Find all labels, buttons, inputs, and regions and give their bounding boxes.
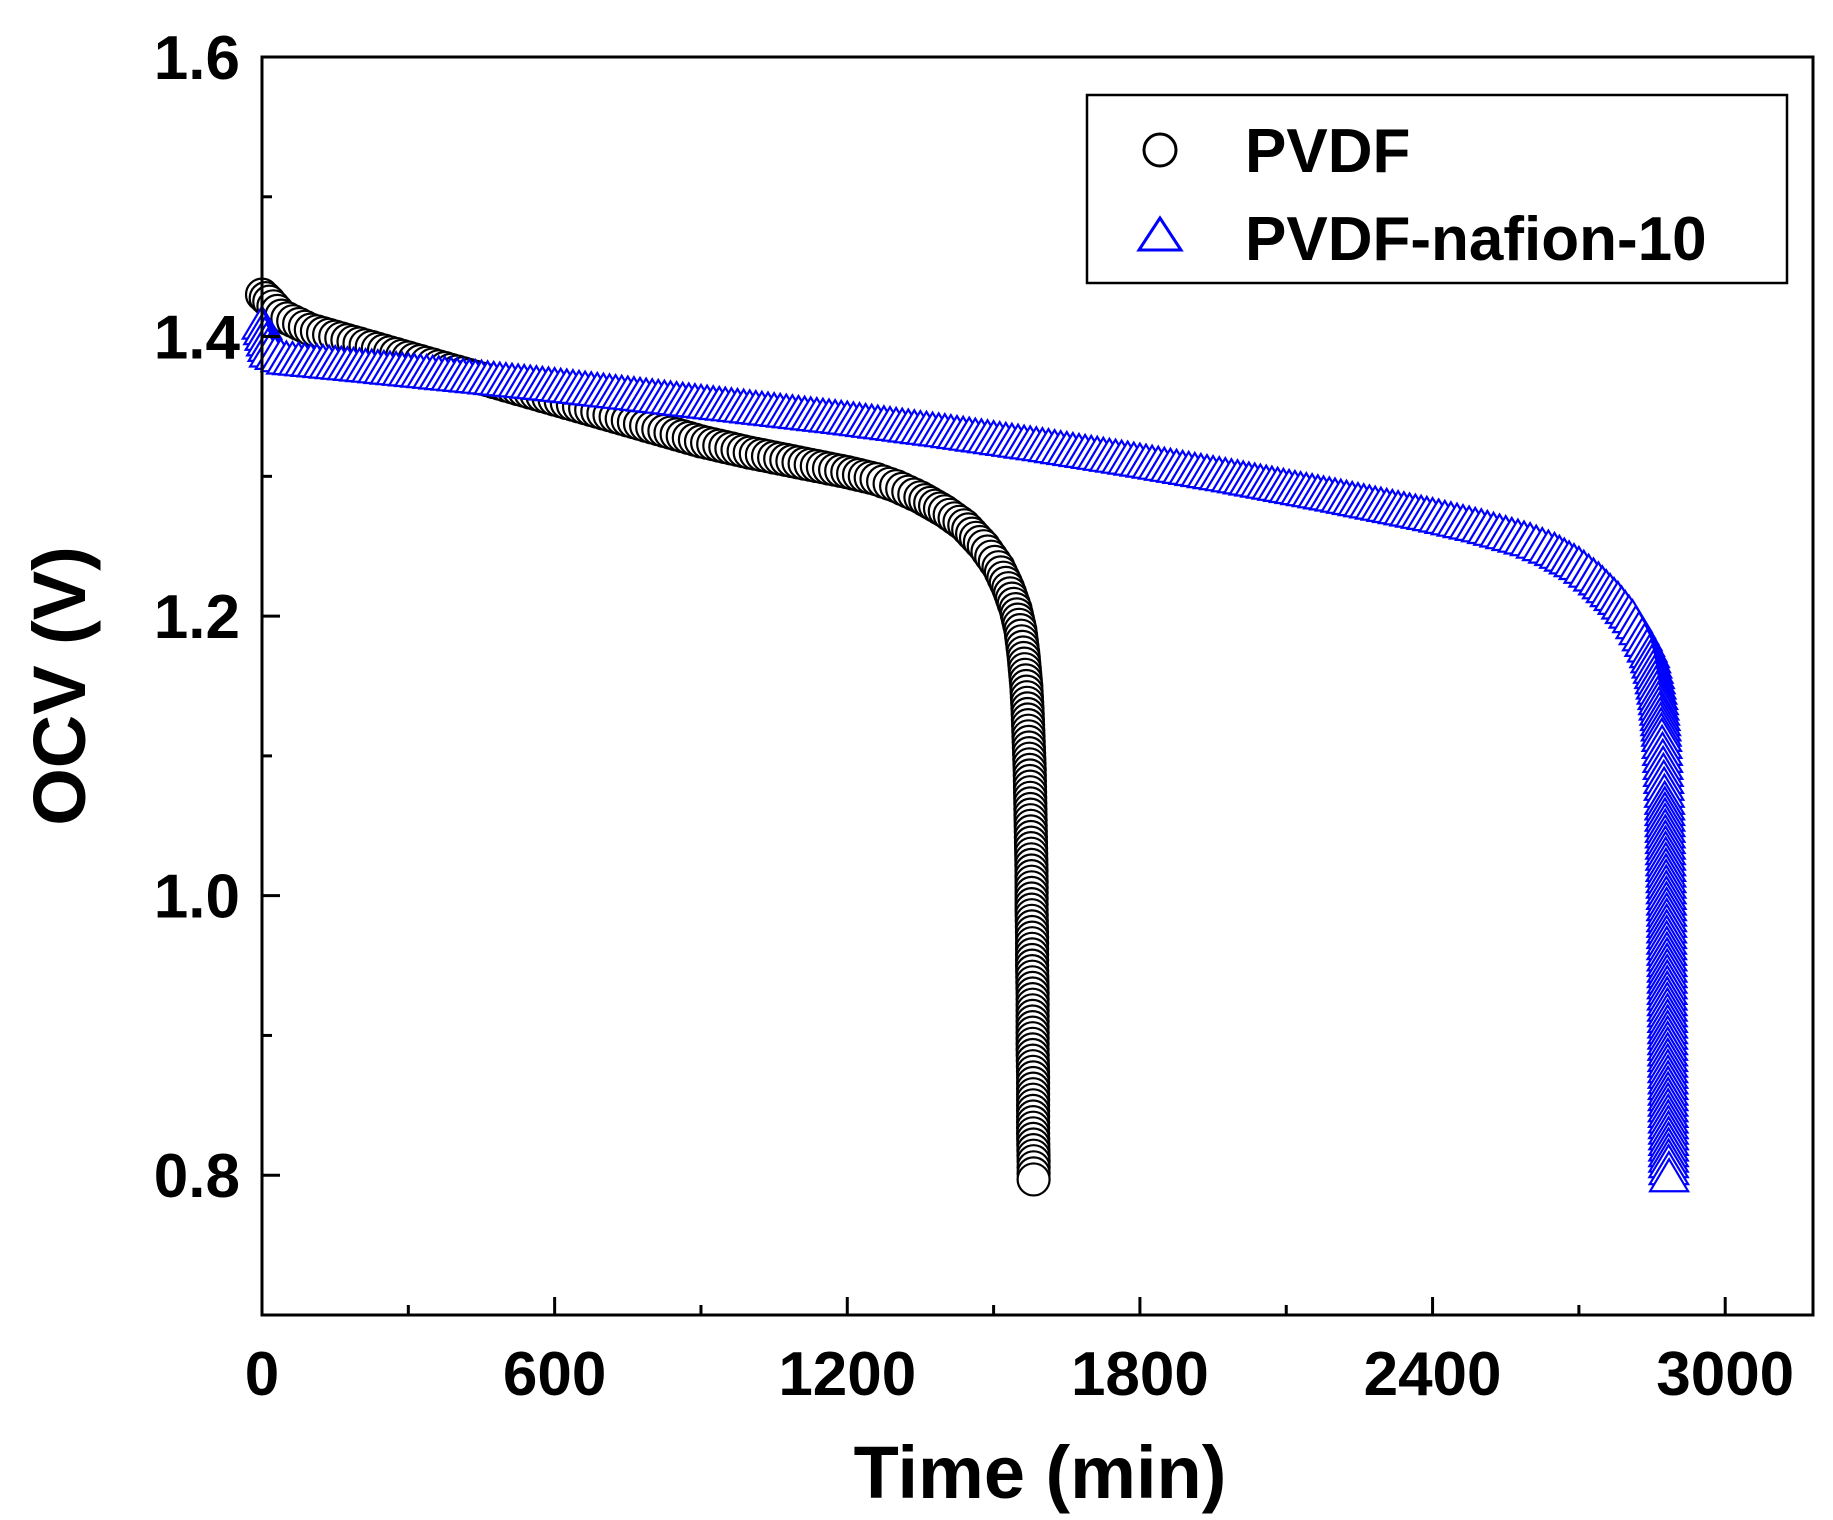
tick-labels: 0 600 1200 1800 2400 3000 0.8 1.0 1.2 1.4 1.6 xyxy=(154,24,1794,1409)
y-tick-label: 1.0 xyxy=(154,863,240,932)
series-pvdf-nafion-10 xyxy=(240,304,1691,1193)
ticks-layer xyxy=(260,55,1727,1317)
y-tick-label: 1.2 xyxy=(154,583,240,652)
data-point xyxy=(1016,1162,1051,1197)
x-axis-title: Time (min) xyxy=(854,1431,1227,1514)
y-tick-label: 1.6 xyxy=(154,24,240,93)
x-tick-label: 2400 xyxy=(1364,1340,1502,1409)
legend-label-pvdf-nafion-10: PVDF-nafion-10 xyxy=(1245,205,1707,274)
y-axis-title: OCV (V) xyxy=(18,546,101,826)
x-tick-label: 600 xyxy=(503,1340,606,1409)
x-tick-label: 1800 xyxy=(1071,1340,1209,1409)
x-tick-label: 1200 xyxy=(778,1340,916,1409)
y-tick-label: 0.8 xyxy=(154,1142,240,1211)
data-layer xyxy=(240,277,1691,1197)
plot-frame xyxy=(260,55,1815,1317)
x-tick-label: 3000 xyxy=(1656,1340,1794,1409)
x-tick-label: 0 xyxy=(245,1340,279,1409)
legend-marker-pvdf-nafion-10 xyxy=(1136,215,1184,252)
data-point xyxy=(1648,1157,1691,1193)
y-tick-label: 1.4 xyxy=(154,304,241,373)
legend: PVDF PVDF-nafion-10 xyxy=(1085,93,1789,285)
legend-frame xyxy=(1085,93,1789,285)
legend-marker-pvdf xyxy=(1142,132,1178,168)
legend-label-pvdf: PVDF xyxy=(1245,117,1410,186)
